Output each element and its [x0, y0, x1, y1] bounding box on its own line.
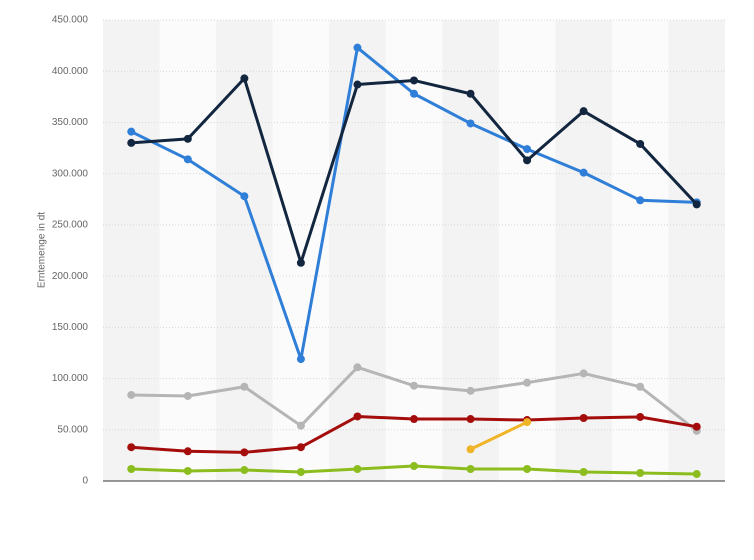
- data-point: [692, 422, 701, 431]
- data-point: [523, 418, 532, 427]
- y-axis-label: Erntemenge in dt: [37, 212, 48, 288]
- data-point: [183, 134, 192, 143]
- data-point: [353, 363, 362, 372]
- y-tick-label: 300.000: [52, 168, 89, 179]
- data-point: [579, 168, 588, 177]
- data-point: [296, 355, 305, 364]
- data-point: [579, 107, 588, 116]
- y-tick-label: 50.000: [57, 424, 88, 435]
- y-tick-label: 400.000: [52, 66, 89, 77]
- y-tick-label: 0: [82, 476, 88, 487]
- data-point: [127, 390, 136, 399]
- data-point: [523, 465, 532, 474]
- data-point: [127, 443, 136, 452]
- data-point: [410, 89, 418, 98]
- plot-band: [385, 20, 443, 481]
- data-point: [692, 200, 701, 209]
- y-tick-label: 150.000: [52, 322, 89, 333]
- data-point: [240, 192, 249, 201]
- plot-band: [611, 20, 669, 481]
- y-tick-label: 200.000: [52, 271, 89, 282]
- y-tick-label: 100.000: [52, 373, 89, 384]
- y-tick-label: 250.000: [52, 220, 89, 231]
- data-point: [410, 381, 418, 390]
- data-point: [523, 378, 532, 387]
- series-line: [469, 420, 528, 451]
- data-point: [636, 139, 645, 148]
- data-point: [353, 80, 362, 89]
- data-point: [410, 462, 418, 471]
- data-point: [466, 415, 475, 424]
- data-point: [240, 74, 249, 83]
- data-point: [466, 465, 475, 474]
- data-point: [183, 466, 192, 475]
- data-point: [353, 412, 362, 421]
- data-point: [183, 155, 192, 164]
- data-point: [579, 467, 588, 476]
- data-point: [636, 469, 645, 478]
- data-point: [296, 467, 305, 476]
- data-point: [523, 156, 532, 165]
- data-point: [410, 76, 418, 85]
- data-point: [240, 466, 249, 475]
- data-point: [410, 415, 418, 424]
- data-point: [296, 443, 305, 452]
- data-point: [183, 447, 192, 456]
- data-point: [466, 386, 475, 395]
- data-point: [240, 382, 249, 391]
- data-point: [466, 89, 475, 98]
- data-point: [466, 119, 475, 128]
- data-point: [127, 127, 136, 136]
- y-tick-label: 450.000: [52, 15, 89, 26]
- data-point: [127, 138, 136, 147]
- data-point: [183, 391, 192, 400]
- plot-band: [159, 20, 217, 481]
- plot-band: [498, 20, 556, 481]
- data-point: [353, 43, 362, 52]
- data-point: [579, 413, 588, 422]
- data-point: [523, 145, 532, 154]
- data-point: [466, 445, 475, 454]
- data-point: [636, 412, 645, 421]
- data-point: [579, 369, 588, 378]
- y-tick-label: 350.000: [52, 117, 89, 128]
- data-point: [127, 465, 136, 474]
- data-point: [240, 448, 249, 457]
- data-point: [636, 382, 645, 391]
- data-point: [296, 258, 305, 267]
- data-point: [692, 470, 701, 479]
- data-point: [353, 465, 362, 474]
- data-point: [636, 196, 645, 205]
- data-point: [296, 421, 305, 430]
